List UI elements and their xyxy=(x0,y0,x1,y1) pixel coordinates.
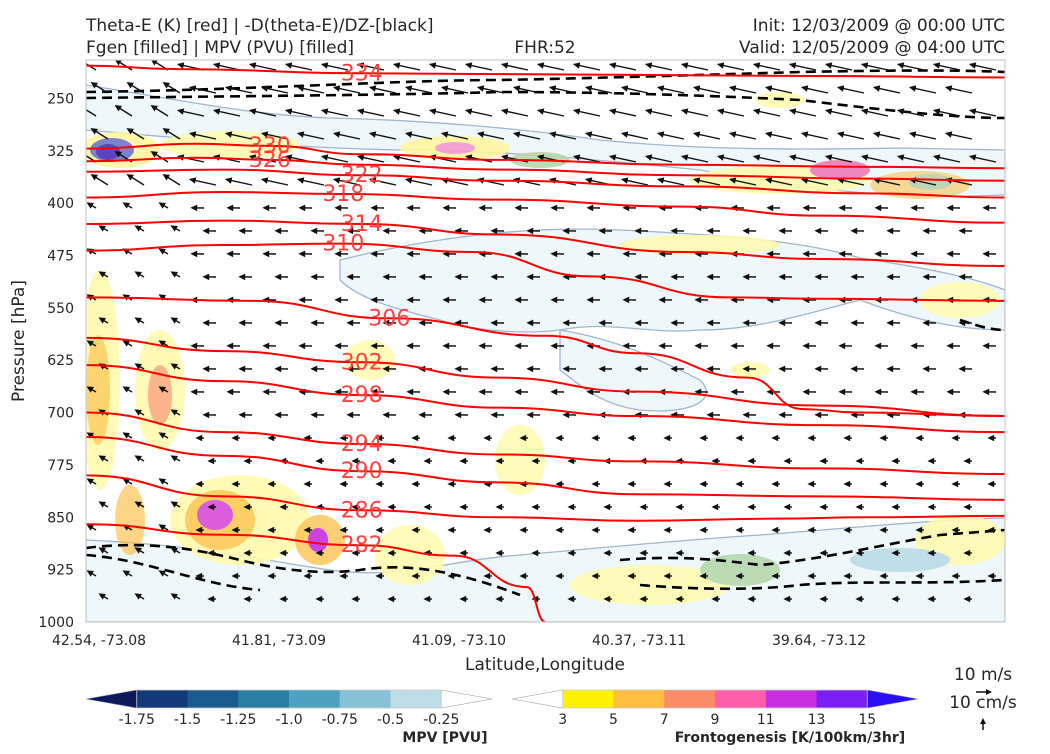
colorbar-tick-label: 3 xyxy=(558,712,567,728)
y-tick-label: 400 xyxy=(47,196,74,212)
theta-e-contour-label: 302 xyxy=(341,350,383,375)
colorbar-segment xyxy=(715,690,766,708)
colorbar-tick-label: -1.25 xyxy=(220,712,256,728)
colorbar-segment xyxy=(817,690,868,708)
x-tick-label: 41.81, -73.09 xyxy=(232,633,326,649)
vector-key-vertical-label: 10 cm/s xyxy=(949,693,1017,713)
colorbar-segment xyxy=(441,690,492,708)
colorbar-segment xyxy=(512,690,563,708)
colorbar-segment xyxy=(614,690,665,708)
colorbar-tick-label: 13 xyxy=(808,712,826,728)
theta-e-contour-label: 326 xyxy=(249,148,291,173)
y-tick-label: 1000 xyxy=(38,615,74,631)
colorbar-tick-label: -1.0 xyxy=(275,712,302,728)
y-tick-label: 475 xyxy=(47,248,74,264)
wind-vector-head xyxy=(80,60,85,64)
colorbar-tick-label: -1.5 xyxy=(174,712,201,728)
vector-key: 10 m/s 10 cm/s xyxy=(949,665,1017,730)
colorbar-mpv: -1.75 -1.5 -1.25 -1.0 -0.75 -0.5 -0.25 xyxy=(86,690,492,728)
theta-e-contour-label: 290 xyxy=(341,459,383,484)
y-tick-label: 775 xyxy=(47,458,74,474)
colorbar-tick-label: 5 xyxy=(609,712,618,728)
colorbar-segment xyxy=(86,690,137,708)
theta-e-contour-label: 282 xyxy=(341,533,383,558)
y-axis-label: Pressure [hPa] xyxy=(9,280,29,402)
y-tick-label: 250 xyxy=(47,91,74,107)
title-init: Init: 12/03/2009 @ 00:00 UTC xyxy=(753,16,1005,36)
theta-e-contour-label: 298 xyxy=(341,383,383,408)
y-tick-label: 850 xyxy=(47,510,74,526)
colorbar-segment xyxy=(137,690,188,708)
theta-e-contour-label: 286 xyxy=(341,498,383,523)
theta-e-contour-label: 306 xyxy=(368,306,410,331)
title-valid: Valid: 12/05/2009 @ 04:00 UTC xyxy=(739,38,1005,58)
colorbar-segment xyxy=(766,690,817,708)
y-tick-label: 550 xyxy=(47,301,74,317)
colorbar-segment xyxy=(664,690,715,708)
y-tick-label: 925 xyxy=(47,563,74,579)
colorbar-segment xyxy=(238,690,289,708)
colorbar-segment xyxy=(391,690,442,708)
x-tick-label: 42.54, -73.08 xyxy=(52,633,146,649)
y-tick-label: 325 xyxy=(47,144,74,160)
colorbar-tick-label: -0.25 xyxy=(423,712,459,728)
wind-vector-head xyxy=(80,106,85,110)
colorbar-tick-label: -0.5 xyxy=(377,712,404,728)
theta-e-contour-label: 294 xyxy=(341,432,383,457)
colorbar-mpv-title: MPV [PVU] xyxy=(402,730,487,746)
colorbar-fgen-title: Frontogenesis [K/100km/3hr] xyxy=(675,730,905,746)
x-axis-label: Latitude,Longitude xyxy=(465,655,625,675)
x-tick-label: 39.64, -73.12 xyxy=(772,633,866,649)
colorbar-segment xyxy=(563,690,614,708)
theta-e-contour-label: 314 xyxy=(341,212,383,237)
colorbar-tick-label: -1.75 xyxy=(119,712,155,728)
colorbar-tick-label: 15 xyxy=(858,712,876,728)
colorbar-tick-label: 9 xyxy=(711,712,720,728)
vector-key-horizontal-label: 10 m/s xyxy=(954,665,1012,685)
colorbar-tick-label: 11 xyxy=(757,712,775,728)
colorbar-segment xyxy=(867,690,918,708)
theta-e-contour-label: 318 xyxy=(322,182,364,207)
colorbar-segment xyxy=(340,690,391,708)
title-fhr: FHR:52 xyxy=(514,38,575,58)
y-axis-ticks: 250 325 400 475 550 625 700 775 850 925 1000 xyxy=(38,91,74,631)
title-left-line2: Fgen [filled] | MPV (PVU) [filled] xyxy=(86,38,354,58)
x-axis-ticks: 42.54, -73.08 41.81, -73.09 41.09, -73.10 4… xyxy=(52,633,866,649)
colorbar-tick-label: 7 xyxy=(660,712,669,728)
y-tick-label: 700 xyxy=(47,406,74,422)
theta-e-contour-label: 334 xyxy=(341,61,383,86)
x-tick-label: 40.37, -73.11 xyxy=(592,633,686,649)
y-tick-label: 625 xyxy=(47,353,74,369)
title-left-line1: Theta-E (K) [red] | -D(theta-E)/DZ-[blac… xyxy=(85,16,434,36)
colorbar-segment xyxy=(188,690,239,708)
colorbar-tick-label: -0.75 xyxy=(322,712,358,728)
x-tick-label: 41.09, -73.10 xyxy=(412,633,506,649)
wind-vector-head xyxy=(80,152,85,156)
colorbar-frontogenesis: 3 5 7 9 11 13 15 xyxy=(512,690,918,728)
colorbar-segment xyxy=(289,690,340,708)
plot-area: 3343303263223183103143063022982942902862… xyxy=(80,60,1005,622)
